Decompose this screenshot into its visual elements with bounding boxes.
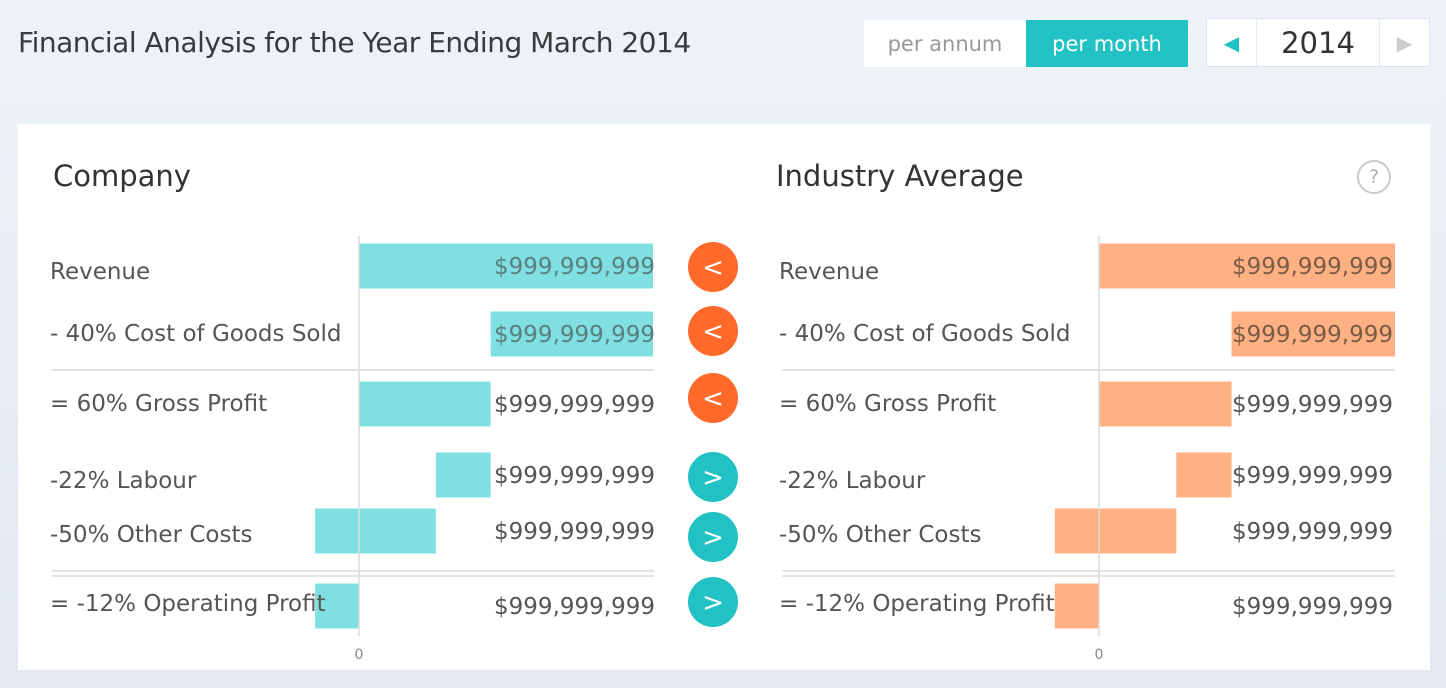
industry-value-label-4: $999,999,999 [1232, 519, 1393, 545]
year-value: 2014 [1281, 25, 1355, 60]
per-annum-button[interactable]: per annum [887, 31, 1003, 56]
comparison-symbol-3: > [702, 463, 724, 493]
page-title: Financial Analysis for the Year Ending M… [18, 26, 691, 59]
chevron-right-icon[interactable]: ▶ [1379, 19, 1429, 66]
comparison-symbol-2: < [702, 384, 724, 414]
company-bar-1 [490, 311, 653, 357]
industry-value-label-3: $999,999,999 [1232, 463, 1393, 489]
company-row-label-4: -50% Other Costs [50, 522, 253, 548]
industry-bar-4 [1054, 508, 1177, 554]
company-bar-3 [435, 452, 491, 498]
company-row-label-2: = 60% Gross Profit [50, 391, 268, 417]
industry-bar-0 [1099, 243, 1395, 289]
company-value-label-2: $999,999,999 [494, 392, 655, 418]
help-icon[interactable]: ? [1357, 160, 1391, 194]
company-value-label-3: $999,999,999 [494, 463, 655, 489]
company-value-label-1: $999,999,999 [494, 322, 655, 348]
industry-zero-tick-label: 0 [1095, 647, 1104, 663]
company-value-label-5: $999,999,999 [494, 594, 655, 620]
company-bar-5 [315, 583, 359, 629]
industry-bar-5 [1054, 583, 1099, 629]
industry-row-label-0: Revenue [779, 259, 880, 285]
industry-row-label-1: - 40% Cost of Goods Sold [779, 321, 1071, 347]
company-value-label-4: $999,999,999 [494, 519, 655, 545]
industry-value-label-5: $999,999,999 [1232, 594, 1393, 620]
comparison-circle-3 [688, 452, 738, 502]
industry-value-label-2: $999,999,999 [1232, 392, 1393, 418]
industry-row-label-5: = -12% Operating Profit [779, 591, 1055, 617]
industry-row-label-4: -50% Other Costs [779, 522, 982, 548]
company-bar-2 [359, 381, 491, 427]
comparison-circle-0 [688, 242, 738, 292]
company-row-label-1: - 40% Cost of Goods Sold [50, 321, 342, 347]
comparison-symbol-1: < [702, 317, 724, 347]
industry-value-label-0: $999,999,999 [1232, 254, 1393, 280]
industry-value-label-1: $999,999,999 [1232, 322, 1393, 348]
company-heading: Company [53, 159, 191, 193]
year-picker: ◀ 2014 ▶ [1206, 18, 1430, 67]
chevron-left-icon[interactable]: ◀ [1207, 19, 1257, 66]
industry-row-label-2: = 60% Gross Profit [779, 391, 997, 417]
comparison-circle-1 [688, 306, 738, 356]
industry-bar-3 [1176, 452, 1232, 498]
company-row-label-0: Revenue [50, 259, 151, 285]
comparison-circle-2 [688, 373, 738, 423]
industry-row-label-3: -22% Labour [779, 468, 926, 494]
company-row-label-5: = -12% Operating Profit [50, 591, 326, 617]
comparison-circle-4 [688, 512, 738, 562]
industry-bar-2 [1099, 381, 1232, 427]
comparison-symbol-4: > [702, 523, 724, 553]
comparison-circle-5 [688, 577, 738, 627]
company-value-label-0: $999,999,999 [494, 254, 655, 280]
comparison-symbol-5: > [702, 588, 724, 618]
per-month-button[interactable]: per month [1026, 20, 1188, 67]
company-bar-0 [359, 243, 653, 289]
company-zero-tick-label: 0 [355, 647, 364, 663]
company-bar-4 [315, 508, 436, 554]
industry-bar-1 [1231, 311, 1395, 357]
period-toggle: per annum per month [864, 20, 1188, 67]
industry-heading: Industry Average [776, 159, 1024, 193]
comparison-symbol-0: < [702, 253, 724, 283]
company-row-label-3: -22% Labour [50, 468, 197, 494]
